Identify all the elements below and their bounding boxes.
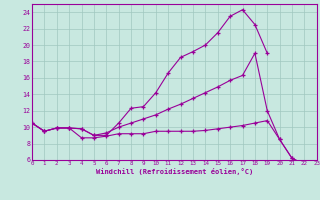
X-axis label: Windchill (Refroidissement éolien,°C): Windchill (Refroidissement éolien,°C) xyxy=(96,168,253,175)
